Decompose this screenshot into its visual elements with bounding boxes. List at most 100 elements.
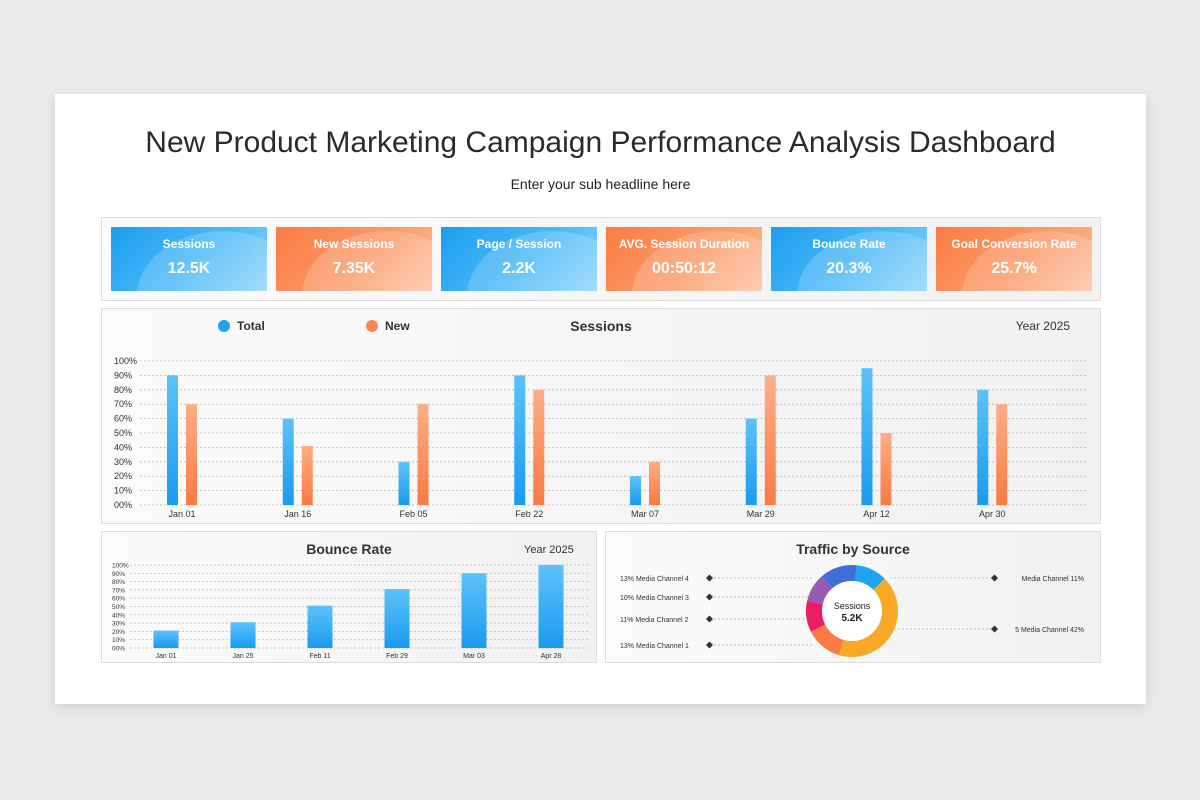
page-title: New Product Marketing Campaign Performan… bbox=[145, 126, 1056, 159]
source-label: 13% Media Channel 1 bbox=[620, 643, 689, 650]
donut-slice bbox=[806, 600, 826, 632]
y-tick-label: 100% bbox=[114, 356, 137, 366]
bounce-rate-chart-panel: Bounce Rate Year 2025 00% 10% 20% 30% 40% 50%… bbox=[101, 531, 597, 663]
kpi-card-goal-conversion-rate: Goal Conversion Rate 25.7% bbox=[936, 227, 1092, 291]
bar bbox=[230, 622, 256, 648]
bar-total bbox=[398, 461, 410, 505]
page-subtitle: Enter your sub headline here bbox=[510, 176, 691, 192]
x-tick-label: Feb 05 bbox=[399, 509, 427, 519]
sessions-chart-panel: Total New Sessions Year 2025 00% 10% 20% 30… bbox=[101, 308, 1101, 524]
x-tick-label: Feb 29 bbox=[386, 653, 408, 660]
y-tick-label: 70% bbox=[114, 399, 132, 409]
x-tick-label: Apr 12 bbox=[863, 509, 890, 519]
x-tick-label: Feb 11 bbox=[309, 653, 330, 660]
legend-new-swatch bbox=[366, 320, 378, 332]
donut-center-label: Sessions bbox=[834, 601, 871, 611]
dashboard-slide: New Product Marketing Campaign Performan… bbox=[55, 94, 1146, 704]
kpi-value: 2.2K bbox=[502, 260, 536, 277]
bar bbox=[538, 565, 564, 648]
y-tick-label: 40% bbox=[112, 612, 125, 619]
donut-slice bbox=[821, 565, 857, 589]
bounce-year-label: Year 2025 bbox=[524, 544, 574, 556]
x-tick-label: Jan 01 bbox=[168, 509, 195, 519]
y-tick-label: 100% bbox=[112, 563, 129, 570]
bar-new bbox=[996, 404, 1008, 505]
leader-marker bbox=[705, 641, 714, 649]
donut-center-value: 5.2K bbox=[841, 613, 863, 624]
bar-total bbox=[514, 375, 526, 505]
bar-total bbox=[977, 389, 989, 505]
source-label: Media Channel 11% bbox=[1021, 576, 1084, 583]
x-tick-label: Apr 28 bbox=[541, 653, 562, 660]
kpi-label: Goal Conversion Rate bbox=[951, 237, 1077, 251]
x-tick-label: Mar 07 bbox=[631, 509, 659, 519]
sessions-chart: 00% 10% 20% 30% 40% 50% 60% 70% 80% 90% 100% Jan 01… bbox=[114, 356, 1086, 519]
bar-new bbox=[533, 389, 545, 505]
bar bbox=[153, 630, 179, 648]
source-label: 11% Media Channel 2 bbox=[620, 617, 688, 624]
x-tick-label: Mar 29 bbox=[747, 509, 775, 519]
kpi-label: Page / Session bbox=[476, 237, 562, 251]
bar-new bbox=[880, 433, 892, 505]
bar-new bbox=[417, 404, 429, 505]
traffic-chart-title: Traffic by Source bbox=[796, 541, 910, 557]
y-tick-label: 80% bbox=[112, 579, 125, 586]
y-tick-label: 40% bbox=[114, 442, 132, 452]
bar-new bbox=[301, 445, 313, 505]
kpi-label: Sessions bbox=[162, 237, 216, 251]
kpi-card-page-session: Page / Session 2.2K bbox=[441, 227, 597, 291]
source-label: 10% Media Channel 3 bbox=[620, 595, 689, 602]
x-tick-label: Mar 03 bbox=[463, 653, 485, 660]
traffic-source-panel: Traffic by Source Sessions 5.2K 13% Media … bbox=[605, 531, 1101, 663]
y-tick-label: 50% bbox=[114, 428, 132, 438]
x-tick-label: Feb 22 bbox=[515, 509, 543, 519]
y-tick-label: 00% bbox=[112, 646, 125, 653]
y-tick-label: 60% bbox=[114, 414, 132, 424]
kpi-card-sessions: Sessions 12.5K bbox=[111, 227, 267, 291]
leader-marker bbox=[705, 574, 714, 582]
sessions-year-label: Year 2025 bbox=[1015, 319, 1070, 333]
x-tick-label: Jan 16 bbox=[284, 509, 311, 519]
legend-total-swatch bbox=[218, 320, 230, 332]
bar-new bbox=[649, 461, 660, 505]
donut-slice bbox=[807, 576, 833, 605]
kpi-card-bounce-rate: Bounce Rate 20.3% bbox=[771, 227, 927, 291]
kpi-value: 12.5K bbox=[167, 260, 211, 277]
kpi-label: AVG. Session Duration bbox=[618, 237, 750, 251]
donut-slice bbox=[810, 624, 844, 656]
bar-total bbox=[167, 375, 178, 505]
kpi-value: 25.7% bbox=[991, 260, 1037, 277]
sessions-chart-title: Sessions bbox=[570, 318, 632, 334]
traffic-source-chart: Sessions 5.2K 13% Media Channel 4 10% Media… bbox=[620, 565, 1084, 657]
y-tick-label: 30% bbox=[114, 457, 132, 467]
y-tick-label: 60% bbox=[112, 596, 125, 603]
bar-total bbox=[630, 476, 641, 505]
x-tick-label: Jan 25 bbox=[232, 653, 253, 660]
bar bbox=[307, 605, 333, 648]
leader-marker bbox=[705, 593, 714, 601]
bar bbox=[384, 589, 410, 648]
bar-total bbox=[282, 418, 294, 505]
bounce-chart-title: Bounce Rate bbox=[306, 541, 392, 557]
y-tick-label: 20% bbox=[114, 471, 132, 481]
kpi-card-new-sessions: New Sessions 7.35K bbox=[276, 227, 432, 291]
kpi-value: 00:50:12 bbox=[651, 260, 717, 277]
y-tick-label: 10% bbox=[112, 637, 125, 644]
leader-marker bbox=[990, 625, 999, 633]
bar-new bbox=[764, 375, 776, 505]
leader-marker bbox=[990, 574, 999, 582]
donut-slice bbox=[854, 565, 885, 590]
y-tick-label: 90% bbox=[114, 370, 132, 380]
x-tick-label: Apr 30 bbox=[979, 509, 1006, 519]
legend-new: New bbox=[366, 319, 410, 333]
bar-total bbox=[745, 418, 757, 505]
y-tick-label: 80% bbox=[114, 385, 132, 395]
legend-new-label: New bbox=[385, 319, 410, 333]
source-label: 5 Media Channel 42% bbox=[1015, 627, 1084, 634]
y-tick-label: 00% bbox=[114, 500, 132, 510]
kpi-label: New Sessions bbox=[313, 237, 395, 251]
kpi-card-avg-session-duration: AVG. Session Duration 00:50:12 bbox=[606, 227, 762, 291]
kpi-row: Sessions 12.5K New Sessions 7.35K Page /… bbox=[101, 217, 1101, 301]
legend-total: Total bbox=[218, 319, 265, 333]
x-tick-label: Jan 01 bbox=[155, 653, 176, 660]
